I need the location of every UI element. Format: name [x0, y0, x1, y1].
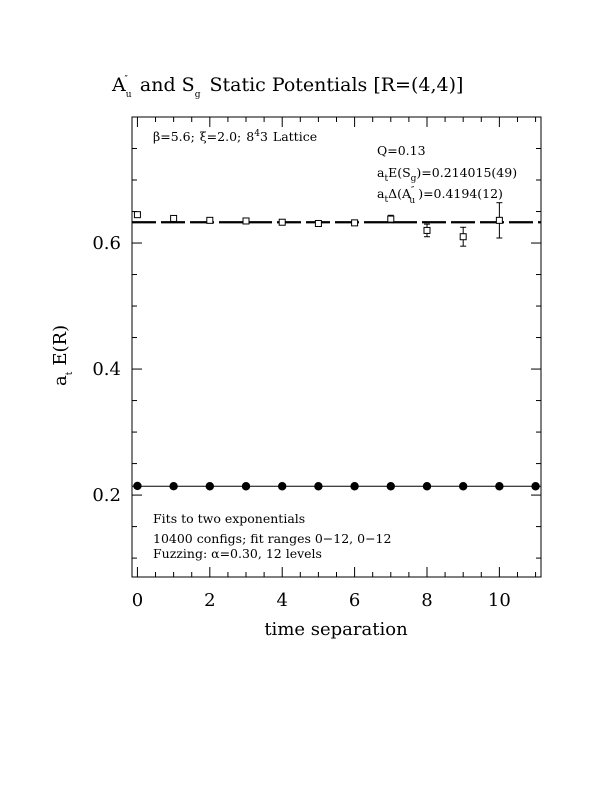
circle-point — [205, 482, 215, 491]
square-point — [387, 215, 395, 223]
circle-point — [495, 482, 504, 491]
circle-point — [169, 481, 178, 491]
circle-point — [350, 482, 359, 491]
x-tick-labels: 0 2 4 6 8 10 — [132, 590, 511, 611]
circle-point — [531, 482, 540, 491]
x-tick-label: 6 — [349, 590, 360, 611]
chart-title: Au″ and Sg Static Potentials [R=(4,4)] — [111, 74, 463, 100]
energy-sg-annotation: atE(Sg)=0.214015(49) — [377, 165, 517, 184]
fit-config-note: 10400 configs; fit ranges 0−12, 0−12 — [153, 531, 391, 546]
square-point — [133, 211, 141, 219]
square-point — [314, 219, 322, 227]
x-tick-label: 8 — [421, 590, 432, 611]
fit-description: Fits to two exponentials — [153, 511, 305, 526]
square-point — [351, 219, 359, 227]
x-axis-label: time separation — [264, 619, 408, 640]
q-annotation: Q=0.13 — [377, 143, 426, 158]
y-axis-label: atE(R) — [50, 325, 75, 386]
square-point — [459, 233, 467, 241]
y-tick-label: 0.4 — [92, 359, 121, 380]
circle-point — [422, 482, 432, 491]
circle-point — [314, 482, 323, 491]
square-point — [495, 216, 503, 224]
y-tick-label: 0.2 — [92, 485, 121, 506]
square-point — [423, 226, 431, 234]
square-point — [278, 218, 286, 226]
circle-point — [278, 482, 287, 491]
circle-point — [241, 482, 251, 491]
delta-au-annotation: atΔ(A″ u)=0.4194(12) — [377, 186, 503, 206]
y-tick-labels: 0.2 0.4 0.6 — [92, 233, 121, 506]
x-tick-label: 0 — [132, 590, 143, 611]
x-tick-label: 10 — [488, 590, 511, 611]
circle-point — [133, 481, 142, 491]
axis-ticks — [132, 116, 541, 577]
x-tick-label: 4 — [276, 590, 287, 611]
x-tick-label: 2 — [204, 590, 215, 611]
lattice-annotation: β=5.6; ξ=2.0; 843 Lattice — [153, 129, 317, 144]
fuzzing-note: Fuzzing: α=0.30, 12 levels — [153, 546, 322, 561]
fit-lines — [132, 221, 541, 487]
square-point — [170, 214, 178, 222]
data-points — [133, 202, 540, 491]
y-tick-label: 0.6 — [92, 233, 121, 254]
circle-point — [386, 482, 395, 491]
circle-point — [458, 482, 468, 491]
square-point — [206, 216, 214, 224]
square-point — [242, 217, 250, 225]
